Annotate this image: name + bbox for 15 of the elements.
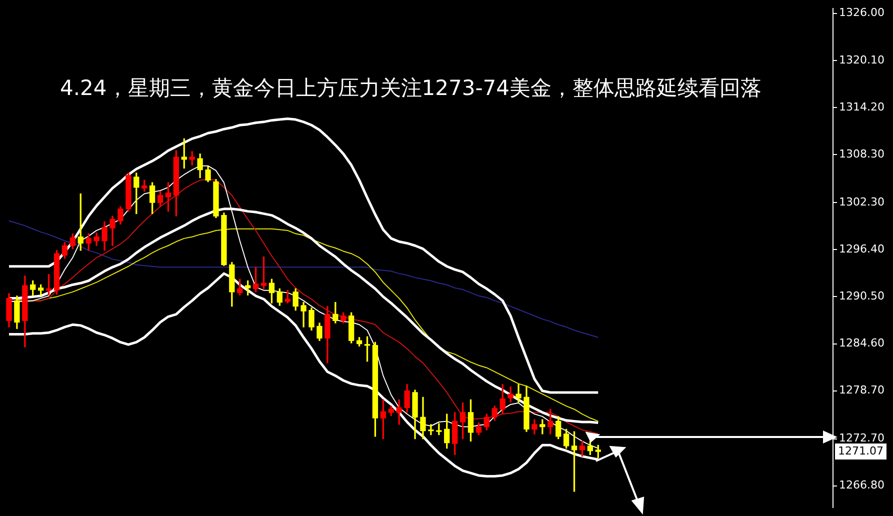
y-tick-label: 1314.20 (839, 100, 884, 114)
y-tick-label: 1284.60 (839, 336, 884, 350)
candlestick (428, 424, 434, 436)
y-tick-label: 1326.00 (839, 6, 884, 20)
text: 4.24，星期三，黄金今日上方压力关注1273-74美金，整体思路延续看回落 (60, 75, 762, 102)
y-tick-label: 1266.80 (839, 478, 884, 492)
y-tick-label: 1308.30 (839, 148, 884, 161)
y-tick-label: 1320.10 (839, 53, 884, 66)
candlestick (300, 302, 306, 328)
y-tick-label: 1290.50 (839, 290, 884, 303)
text: 1271.07 (838, 444, 884, 458)
y-tick-label: 1296.40 (839, 242, 884, 256)
y-tick-label: 1272.70 (839, 432, 884, 445)
y-tick-label: 1302.30 (839, 195, 884, 208)
y-tick-label: 1278.70 (839, 384, 884, 397)
